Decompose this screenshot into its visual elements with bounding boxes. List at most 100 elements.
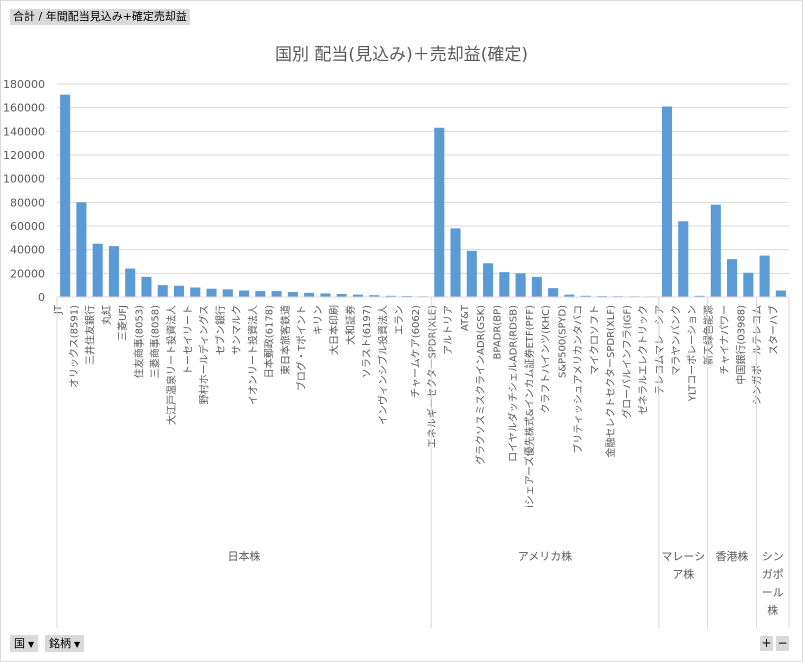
bar (255, 291, 266, 297)
y-tick-label: 40000 (10, 244, 45, 257)
bar (548, 288, 559, 297)
category-label: キリン (313, 305, 324, 335)
collapse-button[interactable]: − (776, 636, 789, 651)
bar (173, 285, 185, 297)
category-label: 野村ホールディングス (198, 305, 211, 404)
category-label: シンガポールテレコム (752, 305, 764, 405)
y-tick-label: 20000 (10, 267, 45, 280)
bar (60, 94, 71, 298)
y-tick-label: 100000 (3, 173, 45, 186)
category-label: YLTコーポレーション (687, 305, 699, 402)
category-label: JT (53, 304, 64, 315)
bar (369, 295, 380, 297)
bar (483, 263, 494, 297)
category-label: iシェアーズ優先株式&インカム証券ETF(PFF) (523, 305, 536, 508)
category-label: チャイナパワー (719, 305, 731, 375)
bar (678, 221, 689, 297)
bar (336, 294, 347, 297)
category-label: インヴィンシブル投資法人 (376, 305, 389, 425)
bar (466, 250, 477, 297)
bar (222, 289, 233, 297)
group-label: マレーシア株 (661, 550, 705, 581)
group-label: 香港株 (716, 549, 749, 563)
stock-filter-label: 銘柄 (49, 637, 71, 650)
bar (320, 293, 331, 297)
category-label: 金融セレクトセクターSPDR(XLF) (604, 305, 617, 458)
y-tick-label: 160000 (3, 102, 45, 115)
bar (434, 127, 445, 298)
category-label: マラヤンバンク (670, 305, 682, 376)
category-label: オリックス(8591) (68, 305, 80, 388)
bar (710, 204, 721, 297)
value-field-button[interactable]: 合計 / 年間配当見込み+確定売却益 (10, 9, 190, 25)
category-label: テレコムマレーシア (654, 305, 666, 395)
category-label: マイクロソフト (589, 305, 601, 375)
bar (775, 290, 786, 297)
bar (92, 243, 103, 297)
category-label: イオンリート投資法人 (246, 305, 259, 405)
stock-filter-button[interactable]: 銘柄 ▼ (45, 635, 85, 652)
bar (125, 268, 136, 297)
bar (385, 295, 396, 297)
category-label: 日本郵政(6178) (263, 305, 276, 378)
bar (190, 287, 201, 297)
y-tick-label: 0 (38, 291, 45, 304)
category-label: サンマルク (231, 305, 243, 355)
chart-title: 国別 配当(見込み)＋売却益(確定) (275, 45, 528, 65)
category-label: 東日本旅客鉄道 (279, 305, 292, 375)
bar (743, 272, 754, 297)
bar (108, 246, 119, 297)
group-label: 日本株 (228, 549, 261, 563)
category-label: ブリティッシュアメリカンタバコ (572, 305, 585, 454)
bar (287, 292, 298, 297)
category-label: 新天緑色能源 (702, 305, 715, 365)
category-label: クラフトハインツ(KHC) (540, 305, 552, 414)
bar (141, 276, 152, 297)
y-tick-label: 180000 (3, 78, 45, 91)
bar (271, 291, 282, 297)
bar (515, 273, 526, 297)
category-label: グラクソスミスクラインADR(GSK) (474, 305, 487, 465)
y-tick-label: 60000 (10, 220, 45, 233)
country-filter-label: 国 (14, 637, 25, 650)
category-label: 大江戸温泉リート投資法人 (165, 305, 178, 425)
bar (694, 295, 705, 297)
category-label: 三菱UFJ (117, 305, 129, 341)
bar (239, 290, 250, 297)
category-label: ブログ・Tポイント (295, 305, 308, 391)
bar (206, 288, 217, 297)
category-label: グローバルインフラ(IGF) (620, 305, 633, 419)
bar (580, 295, 591, 297)
category-label: エラン (394, 305, 406, 335)
category-label: 住友商事(8053) (132, 305, 145, 378)
category-label: 大日本印刷 (328, 305, 341, 355)
category-label: スターハブ (767, 305, 780, 355)
category-label: ソラスト(6197) (361, 305, 373, 378)
category-label: ロイヤルダッチシェルADR(RDSB) (507, 305, 520, 462)
country-filter-button[interactable]: 国 ▼ (10, 635, 39, 652)
category-label: エネルギーセクターSPDR(XLE) (426, 305, 438, 448)
category-label: トーセイリート (182, 305, 194, 375)
category-label: S&P500(SPYD) (557, 305, 568, 378)
category-label: AT&T (460, 304, 471, 331)
bar (531, 276, 542, 297)
category-label: 丸紅 (100, 305, 113, 325)
bar (564, 294, 575, 297)
category-label: 大和証券 (344, 305, 357, 345)
bar (450, 228, 461, 297)
bar (499, 272, 510, 297)
bar (759, 255, 770, 297)
category-label: チャームケア(6062) (410, 305, 422, 398)
category-label: ゼネラルエレクトリック (638, 305, 650, 415)
category-label: 三菱商事(8058) (149, 305, 162, 378)
category-label: 三井住友銀行 (84, 305, 97, 365)
bar (661, 106, 673, 297)
group-label: アメリカ株 (518, 549, 572, 563)
bar (304, 292, 315, 297)
category-label: 中国銀行(03988) (734, 305, 747, 385)
y-tick-label: 140000 (3, 125, 45, 138)
expand-button[interactable]: + (760, 636, 773, 651)
y-tick-label: 120000 (3, 149, 45, 162)
category-label: BPADR(BP) (492, 305, 503, 360)
